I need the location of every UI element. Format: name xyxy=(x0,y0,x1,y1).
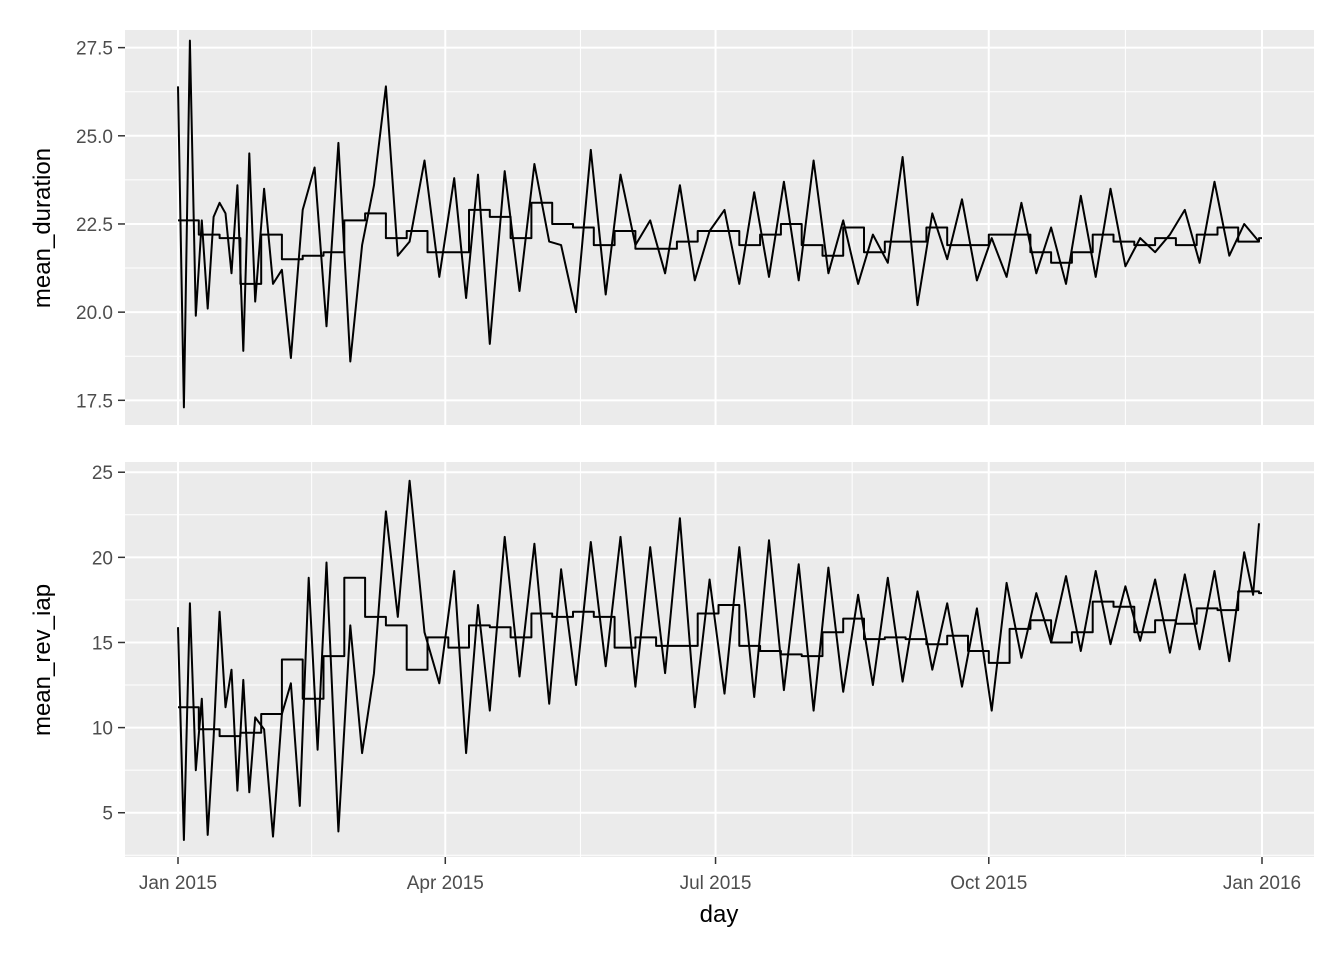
y-axis-title: mean_duration xyxy=(29,148,56,308)
x-tick-label: Jul 2015 xyxy=(680,873,752,894)
daily-line xyxy=(177,39,1260,409)
y-tick-label: 22.5 xyxy=(76,215,113,236)
daily-line xyxy=(177,479,1260,841)
y-tick-label: 5 xyxy=(102,804,113,825)
y-axis: 5 10 15 20 25 xyxy=(92,463,125,825)
y-tick-label: 15 xyxy=(92,633,113,654)
panel-background xyxy=(125,30,1314,425)
y-tick-label: 25.0 xyxy=(76,127,113,148)
y-tick-label: 20 xyxy=(92,548,113,569)
weekly-mean-line xyxy=(178,576,1262,738)
x-axis-title: day xyxy=(700,901,739,928)
y-tick-label: 20.0 xyxy=(76,303,113,324)
weekly-mean-line xyxy=(178,201,1262,285)
y-tick-label: 25 xyxy=(92,463,113,484)
x-axis: Jan 2015 Apr 2015 Jul 2015 Oct 2015 Jan 2016 xyxy=(139,857,1301,894)
series-lines xyxy=(177,39,1262,409)
y-axis-title: mean_rev_iap xyxy=(29,584,56,736)
y-tick-label: 27.5 xyxy=(76,39,113,60)
series-lines xyxy=(177,479,1262,841)
panel-mean-rev-iap: 5 10 15 20 25 mean_rev_iap xyxy=(29,462,1314,857)
x-tick-label: Jan 2016 xyxy=(1223,873,1301,894)
y-tick-label: 10 xyxy=(92,719,113,740)
y-axis: 17.5 20.0 22.5 25.0 27.5 xyxy=(76,39,125,412)
x-tick-label: Apr 2015 xyxy=(407,873,484,894)
panel-mean-duration: 17.5 20.0 22.5 25.0 27.5 mean_duration xyxy=(29,30,1314,425)
y-tick-label: 17.5 xyxy=(76,391,113,412)
x-tick-label: Jan 2015 xyxy=(139,873,217,894)
gridlines xyxy=(125,30,1314,425)
x-tick-label: Oct 2015 xyxy=(950,873,1027,894)
